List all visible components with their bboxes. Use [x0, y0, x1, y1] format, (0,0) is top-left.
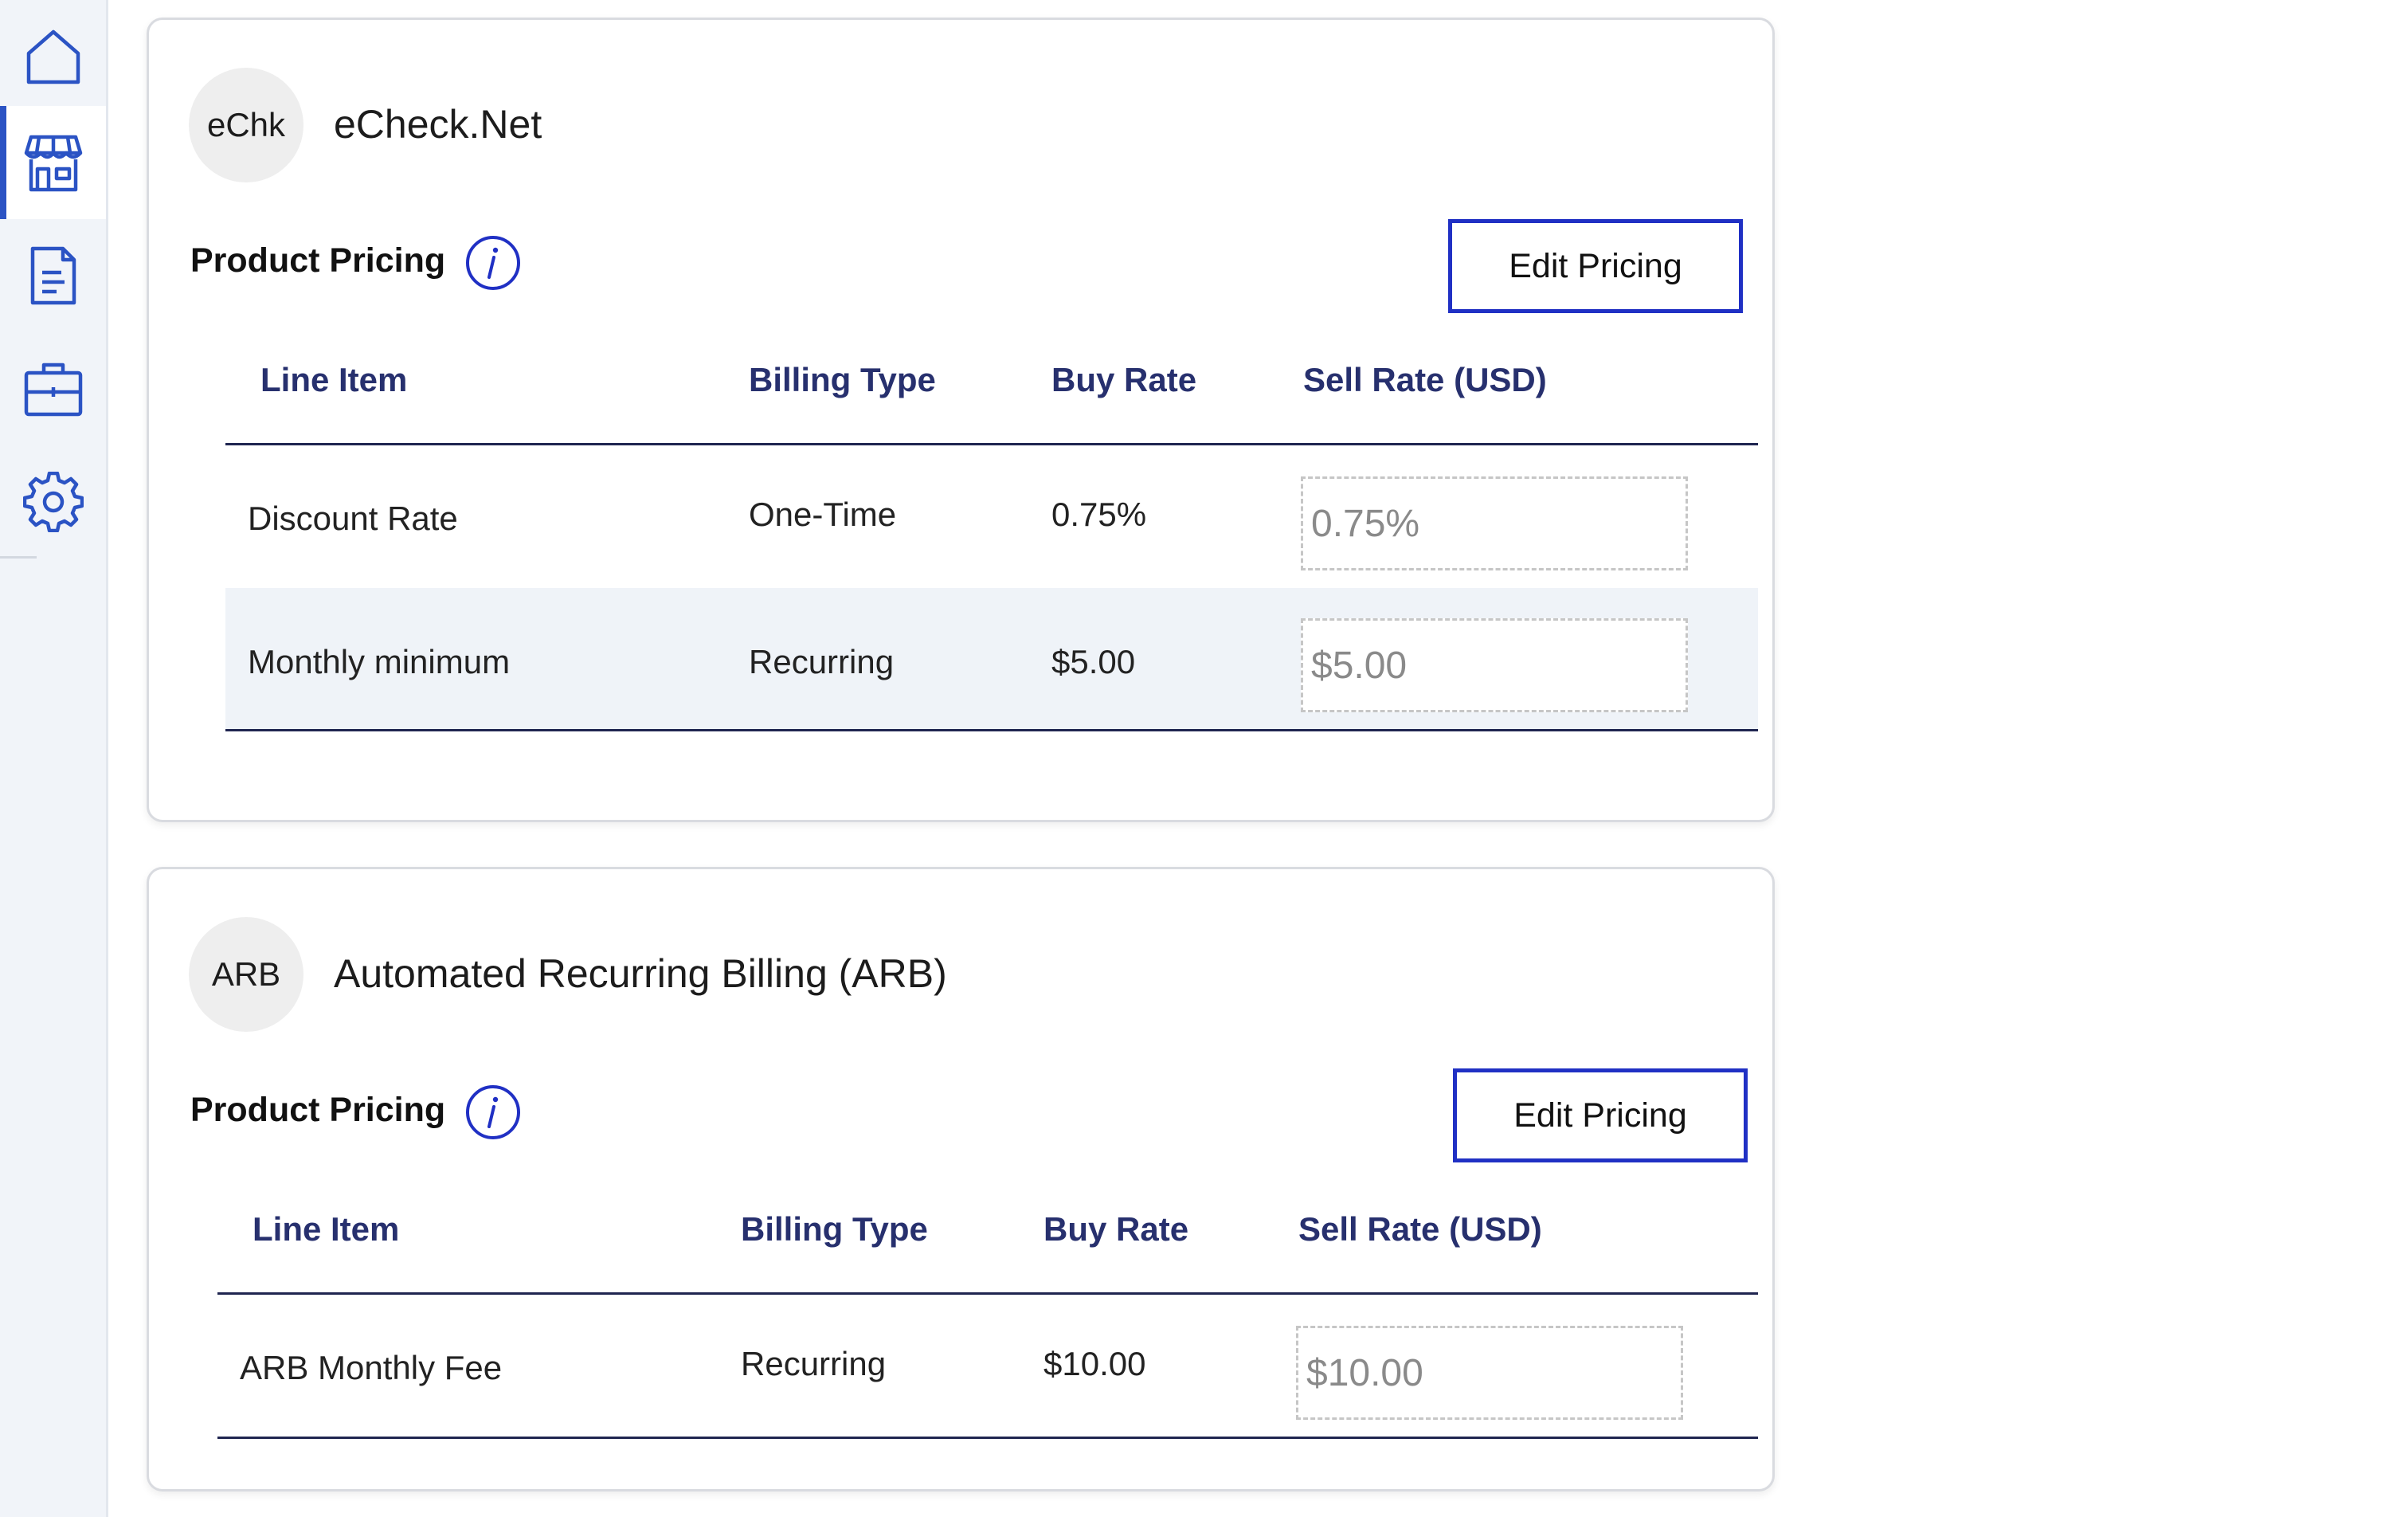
- table-header-divider: [217, 1292, 1758, 1295]
- sell-rate-input[interactable]: [1296, 1326, 1683, 1420]
- store-icon: [24, 135, 82, 192]
- column-header-line-item: Line Item: [260, 361, 408, 398]
- line-item-cell: Discount Rate: [248, 500, 458, 537]
- billing-type-cell: One-Time: [749, 496, 897, 533]
- billing-type-cell: Recurring: [741, 1345, 887, 1382]
- sidebar: [0, 0, 108, 1517]
- column-header-line-item: Line Item: [253, 1210, 400, 1248]
- nav-store[interactable]: [0, 106, 106, 219]
- buy-rate-cell: $5.00: [1051, 643, 1136, 680]
- edit-pricing-button[interactable]: Edit Pricing: [1453, 1068, 1748, 1162]
- product-card-arb: ARB Automated Recurring Billing (ARB) Pr…: [147, 867, 1775, 1492]
- home-icon: [26, 29, 80, 84]
- sidebar-divider: [0, 556, 37, 559]
- table-bottom-divider: [225, 729, 1758, 731]
- nav-documents[interactable]: [0, 219, 106, 332]
- table-header-divider: [225, 443, 1758, 445]
- column-header-sell-rate: Sell Rate (USD): [1298, 1210, 1542, 1248]
- gear-icon: [22, 472, 84, 532]
- info-icon[interactable]: [464, 1084, 522, 1141]
- buy-rate-cell: $10.00: [1043, 1345, 1146, 1382]
- product-name: Automated Recurring Billing (ARB): [334, 951, 947, 996]
- table-bottom-divider: [217, 1437, 1758, 1439]
- nav-portfolio[interactable]: [0, 332, 106, 445]
- sell-rate-input[interactable]: [1301, 476, 1688, 570]
- buy-rate-cell: 0.75%: [1051, 496, 1147, 533]
- nav-settings[interactable]: [0, 445, 106, 559]
- sell-rate-input[interactable]: [1301, 618, 1688, 712]
- billing-type-cell: Recurring: [749, 643, 895, 680]
- edit-pricing-button[interactable]: Edit Pricing: [1448, 219, 1743, 313]
- briefcase-icon: [24, 363, 82, 417]
- section-title: Product Pricing: [190, 241, 446, 280]
- product-name: eCheck.Net: [334, 102, 542, 147]
- section-title: Product Pricing: [190, 1091, 446, 1129]
- line-item-cell: ARB Monthly Fee: [240, 1349, 503, 1386]
- column-header-sell-rate: Sell Rate (USD): [1303, 361, 1547, 398]
- nav-home[interactable]: [0, 0, 106, 113]
- product-avatar: ARB: [189, 917, 303, 1032]
- line-item-cell: Monthly minimum: [248, 643, 511, 680]
- info-icon[interactable]: [464, 234, 522, 292]
- column-header-buy-rate: Buy Rate: [1051, 361, 1197, 398]
- column-header-billing-type: Billing Type: [749, 361, 936, 398]
- column-header-buy-rate: Buy Rate: [1043, 1210, 1189, 1248]
- product-card-echeck: eChk eCheck.Net Product Pricing Edit Pri…: [147, 18, 1775, 822]
- document-icon: [30, 246, 76, 305]
- product-avatar: eChk: [189, 68, 303, 182]
- column-header-billing-type: Billing Type: [741, 1210, 928, 1248]
